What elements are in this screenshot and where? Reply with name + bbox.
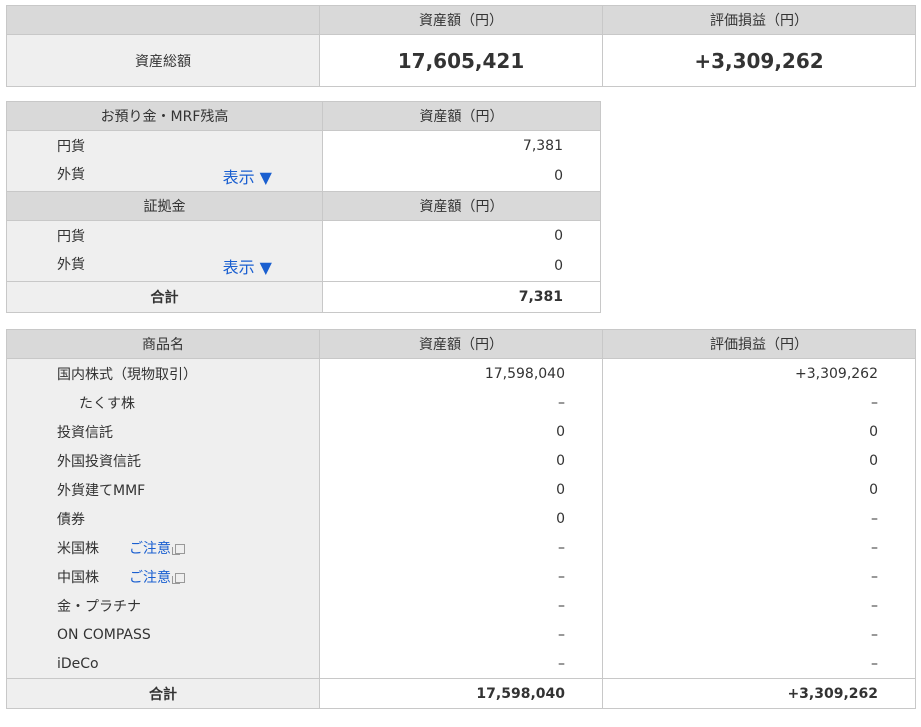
product-pl: – — [602, 388, 916, 417]
product-name: 投資信託 — [57, 424, 113, 441]
product-name: iDeCo — [57, 655, 99, 672]
header-asset: 資産額（円） — [319, 329, 603, 359]
margin-header: 証拠金 — [6, 191, 323, 221]
product-value: 0 — [319, 504, 603, 533]
product-pl: – — [602, 591, 916, 620]
deposit-header: お預り金・MRF残高 — [6, 101, 323, 131]
header-pl: 評価損益（円） — [602, 5, 916, 35]
product-name: 国内株式（現物取引） — [57, 366, 197, 383]
product-value: 0 — [319, 446, 603, 475]
table-row: 米国株 ご注意 – – — [6, 533, 916, 562]
margin-fx-show-link[interactable]: 表示 ▼ — [222, 258, 272, 277]
table-row: 中国株 ご注意 – – — [6, 562, 916, 591]
margin-value-header: 資産額（円） — [322, 191, 601, 221]
header-product: 商品名 — [6, 329, 320, 359]
products-total-pl: +3,309,262 — [602, 678, 916, 709]
product-cell: 金・プラチナ — [6, 591, 320, 620]
product-name: ON COMPASS — [57, 626, 151, 643]
product-pl: – — [602, 649, 916, 679]
product-value: – — [319, 388, 603, 417]
product-cell: たくす株 — [6, 388, 320, 417]
product-cell: 中国株 ご注意 — [6, 562, 320, 591]
product-name: 金・プラチナ — [57, 598, 141, 615]
margin-fx-row: 外貨 表示 ▼ — [6, 251, 323, 282]
product-pl: +3,309,262 — [602, 358, 916, 388]
product-value: 0 — [319, 417, 603, 446]
summary-table: 資産額（円） 評価損益（円） 資産総額 17,605,421 +3,309,262 — [6, 5, 916, 87]
product-pl: – — [602, 533, 916, 562]
product-pl: – — [602, 562, 916, 591]
product-value: – — [319, 533, 603, 562]
products-total-label: 合計 — [6, 678, 320, 709]
table-row: 金・プラチナ – – — [6, 591, 916, 620]
product-value: – — [319, 591, 603, 620]
deposit-value-header: 資産額（円） — [322, 101, 601, 131]
table-row: 国内株式（現物取引） 17,598,040 +3,309,262 — [6, 358, 916, 388]
product-name: 外貨建てMMF — [57, 482, 146, 499]
cash-table: お預り金・MRF残高 資産額（円） 円貨 7,381 外貨 表示 ▼ 0 証拠金 資産額（… — [6, 101, 601, 313]
table-row: ON COMPASS – – — [6, 620, 916, 649]
caution-link[interactable]: ご注意 — [129, 569, 171, 586]
product-name: たくす株 — [79, 395, 135, 412]
table-row: 外貨建てMMF 0 0 — [6, 475, 916, 504]
product-value: – — [319, 649, 603, 679]
product-value: – — [319, 562, 603, 591]
product-name: 外国投資信託 — [57, 453, 141, 470]
table-row: たくす株 – – — [6, 388, 916, 417]
deposit-fx-value: 0 — [322, 161, 601, 192]
product-pl: 0 — [602, 446, 916, 475]
products-table: 商品名 資産額（円） 評価損益（円） 国内株式（現物取引） 17,598,040 +3,… — [6, 329, 916, 709]
header-pl: 評価損益（円） — [602, 329, 916, 359]
table-row: iDeCo – – — [6, 649, 916, 679]
deposit-jpy-label: 円貨 — [6, 130, 323, 161]
deposit-fx-row: 外貨 表示 ▼ — [6, 161, 323, 192]
product-cell: 米国株 ご注意 — [6, 533, 320, 562]
cash-total-label: 合計 — [6, 281, 323, 313]
margin-fx-value: 0 — [322, 251, 601, 282]
product-cell: 国内株式（現物取引） — [6, 358, 320, 388]
product-name: 債券 — [57, 511, 85, 528]
deposit-fx-show-link[interactable]: 表示 ▼ — [222, 168, 272, 187]
header-asset: 資産額（円） — [319, 5, 603, 35]
external-window-icon — [172, 572, 185, 584]
total-assets-value: 17,605,421 — [319, 34, 603, 87]
product-cell: iDeCo — [6, 649, 320, 679]
margin-fx-label: 外貨 — [57, 257, 85, 273]
product-cell: ON COMPASS — [6, 620, 320, 649]
product-pl: 0 — [602, 475, 916, 504]
product-cell: 債券 — [6, 504, 320, 533]
deposit-jpy-value: 7,381 — [322, 130, 601, 161]
product-cell: 投資信託 — [6, 417, 320, 446]
product-pl: – — [602, 620, 916, 649]
margin-jpy-value: 0 — [322, 220, 601, 251]
table-row: 債券 0– — [6, 504, 916, 533]
products-total-value: 17,598,040 — [319, 678, 603, 709]
blank-header — [6, 5, 320, 35]
product-name: 中国株 — [57, 569, 99, 586]
cash-total-value: 7,381 — [322, 281, 601, 313]
margin-jpy-label: 円貨 — [6, 220, 323, 251]
caution-link[interactable]: ご注意 — [129, 540, 171, 557]
product-cell: 外国投資信託 — [6, 446, 320, 475]
product-value: 17,598,040 — [319, 358, 603, 388]
product-cell: 外貨建てMMF — [6, 475, 320, 504]
total-assets-label: 資産総額 — [6, 34, 320, 87]
product-pl: – — [602, 504, 916, 533]
total-pl-value: +3,309,262 — [602, 34, 916, 87]
table-row: 外国投資信託 0 0 — [6, 446, 916, 475]
product-value: 0 — [319, 475, 603, 504]
product-pl: 0 — [602, 417, 916, 446]
deposit-fx-label: 外貨 — [57, 167, 85, 183]
product-value: – — [319, 620, 603, 649]
product-name: 米国株 — [57, 540, 99, 557]
external-window-icon — [172, 543, 185, 555]
table-row: 投資信託 0 0 — [6, 417, 916, 446]
